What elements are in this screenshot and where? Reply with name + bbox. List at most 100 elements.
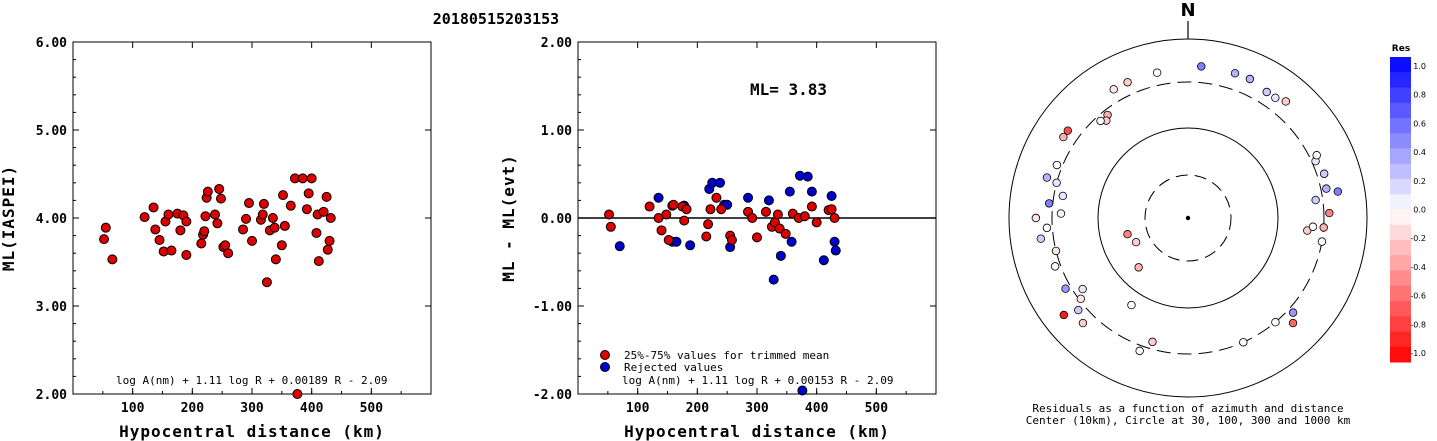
center-dot bbox=[1185, 215, 1191, 221]
rejected-point bbox=[614, 241, 625, 252]
residual-point bbox=[1135, 346, 1144, 356]
ml-point bbox=[269, 222, 280, 233]
residual-point bbox=[1063, 126, 1073, 135]
p2-y-tick-label: 1.00 bbox=[541, 124, 572, 139]
plot1-x-ticks: 100 200 300 400 500 bbox=[72, 42, 432, 416]
trimmed-point bbox=[799, 211, 810, 222]
ml-point bbox=[278, 190, 289, 201]
p1-x-tick-label: 500 bbox=[360, 401, 384, 416]
colorbar-tick-label: -0.8 bbox=[1410, 320, 1426, 329]
p1-x-tick-label: 100 bbox=[121, 401, 145, 416]
ml-point bbox=[325, 213, 336, 223]
trimmed-point bbox=[829, 213, 840, 223]
ml-point bbox=[139, 212, 150, 223]
polar-caption-1: Residuals as a function of azimuth and d… bbox=[1032, 402, 1343, 415]
residual-point bbox=[1230, 69, 1240, 78]
trimmed-point bbox=[711, 192, 722, 203]
trimmed-point bbox=[726, 235, 737, 245]
ml-point bbox=[292, 389, 303, 399]
ml-point bbox=[311, 227, 322, 238]
rejected-point bbox=[685, 240, 696, 251]
colorbar-cell bbox=[1390, 346, 1411, 363]
residual-point bbox=[1288, 308, 1298, 317]
ml-point bbox=[166, 245, 177, 256]
p2-y-tick-label: 0.00 bbox=[541, 212, 572, 227]
residual-point bbox=[1312, 151, 1321, 160]
residual-point bbox=[1052, 160, 1062, 170]
ml-point bbox=[200, 211, 211, 222]
colorbar-tick-label: -1.0 bbox=[1410, 349, 1426, 358]
north-label: N bbox=[1180, 0, 1195, 21]
trimmed-point bbox=[681, 204, 692, 215]
p1-y-tick-label: 2.00 bbox=[36, 388, 67, 403]
rejected-point bbox=[786, 236, 797, 247]
ml-point bbox=[270, 254, 281, 265]
ml-point bbox=[306, 173, 317, 184]
residual-point bbox=[1059, 132, 1068, 142]
ml-point bbox=[154, 235, 165, 245]
trimmed-point bbox=[679, 215, 690, 226]
ml-point bbox=[107, 254, 118, 265]
residual-point bbox=[1131, 238, 1141, 247]
figure-title: 20180515203153 bbox=[433, 10, 559, 28]
plot1-points bbox=[99, 173, 336, 399]
ml-point bbox=[223, 248, 234, 259]
colorbar-cell bbox=[1390, 316, 1411, 332]
colorbar-tick-label: 0.6 bbox=[1413, 119, 1426, 128]
colorbar-tick-label: 1.0 bbox=[1413, 62, 1426, 71]
residual-point bbox=[1303, 226, 1312, 235]
residual-point bbox=[1197, 62, 1206, 71]
residual-point bbox=[1056, 209, 1066, 218]
ml-point bbox=[100, 222, 111, 233]
trimmed-point bbox=[760, 206, 771, 217]
trimmed-point bbox=[780, 228, 791, 239]
residual-point bbox=[1074, 305, 1083, 315]
colorbar-cell bbox=[1390, 102, 1411, 119]
ml-residual-panel: 100 200 300 400 500 -2.00 -1.00 0.00 1.00 2.00 M… bbox=[499, 36, 937, 441]
p2-y-tick-label: -2.00 bbox=[533, 388, 572, 403]
colorbar-cell bbox=[1390, 72, 1411, 88]
ring-300km bbox=[1051, 81, 1325, 355]
colorbar-title: Res bbox=[1392, 44, 1410, 54]
ring-30km bbox=[1144, 174, 1232, 262]
trimmed-point bbox=[605, 221, 616, 232]
ml-point bbox=[313, 256, 324, 267]
residual-point bbox=[1078, 284, 1087, 294]
colorbar-tick-label: -0.6 bbox=[1410, 292, 1426, 301]
residual-point bbox=[1148, 337, 1157, 347]
ml-point bbox=[318, 206, 329, 217]
trimmed-point bbox=[604, 209, 615, 220]
trimmed-point bbox=[661, 209, 672, 220]
trimmed-point bbox=[663, 235, 674, 245]
p2-x-tick-label: 500 bbox=[865, 401, 889, 416]
colorbar-cell bbox=[1390, 301, 1411, 317]
ml-point bbox=[301, 204, 312, 215]
ring-outer bbox=[1008, 38, 1368, 398]
ml-point bbox=[214, 183, 225, 194]
rejected-point bbox=[784, 186, 795, 197]
p1-y-tick-label: 3.00 bbox=[36, 300, 67, 315]
ml-point bbox=[150, 224, 161, 235]
rejected-point bbox=[818, 255, 829, 266]
residual-point bbox=[1109, 85, 1118, 94]
ml-point bbox=[247, 235, 257, 246]
legend-trimmed-label: 25%-75% values for trimmed mean bbox=[624, 349, 829, 362]
p1-x-tick-label: 200 bbox=[181, 401, 205, 416]
ml-point bbox=[279, 220, 290, 231]
trimmed-point bbox=[752, 232, 762, 243]
residual-point bbox=[1271, 93, 1280, 103]
rejected-point bbox=[826, 191, 837, 201]
ml-point bbox=[181, 216, 192, 227]
residual-point bbox=[1134, 263, 1143, 272]
rejected-point bbox=[768, 274, 779, 285]
rejected-point bbox=[775, 250, 786, 261]
residual-point bbox=[1288, 318, 1298, 328]
plot1-formula: log A(nm) + 1.11 log R + 0.00189 R - 2.0… bbox=[116, 374, 388, 387]
residual-point bbox=[1262, 87, 1271, 97]
residual-point bbox=[1051, 246, 1061, 256]
polar-points bbox=[1031, 62, 1343, 356]
rejected-point bbox=[653, 192, 664, 203]
p1-x-tick-label: 300 bbox=[240, 401, 264, 416]
residual-point bbox=[1044, 199, 1054, 208]
